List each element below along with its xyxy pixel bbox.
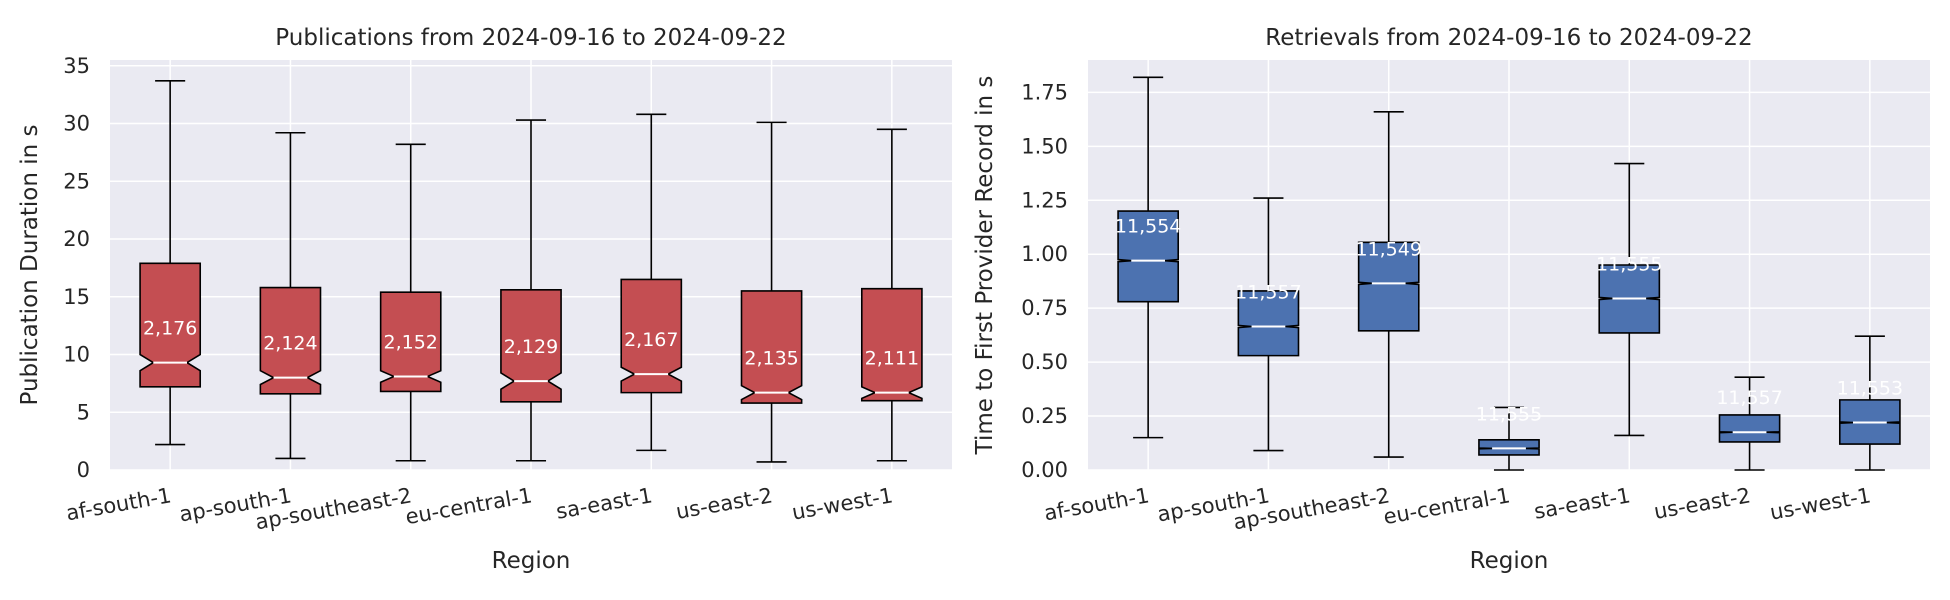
- y-tick-label: 10: [63, 343, 90, 367]
- panel-2: 0.00 0.25 0.50 0.75 1.00 1.25 1.50 1.75 11,554 11…: [972, 25, 1930, 574]
- y-tick-label: 5: [77, 400, 90, 424]
- box-ap-south-1: 2,124: [259, 131, 322, 460]
- y-tick-label: 0.75: [1021, 296, 1068, 320]
- box-body: [1117, 210, 1180, 303]
- box-us-east-2: 2,135: [740, 121, 803, 463]
- y-tick-label: 20: [63, 227, 90, 251]
- box-body: [1478, 438, 1540, 456]
- x-tick-label: us-west-1: [790, 483, 895, 524]
- x-tick-label: af-south-1: [64, 483, 173, 525]
- box-body: [1237, 290, 1300, 357]
- count-label: 11,549: [1355, 238, 1421, 260]
- count-label: 2,176: [143, 318, 197, 340]
- count-label: 11,554: [1115, 216, 1181, 238]
- box-body: [500, 289, 562, 403]
- box-us-west-1: 11,553: [1837, 335, 1903, 471]
- count-label: 11,555: [1596, 253, 1662, 275]
- count-label: 2,167: [624, 329, 678, 351]
- box-sa-east-1: 11,555: [1596, 162, 1663, 437]
- box-body: [379, 291, 442, 393]
- x-tick-label: us-west-1: [1768, 483, 1873, 524]
- count-label: 2,124: [263, 333, 317, 355]
- count-label: 11,555: [1476, 403, 1542, 425]
- count-label: 2,111: [865, 348, 919, 370]
- y-axis-label: Publication Duration in s: [17, 125, 43, 406]
- count-label: 2,152: [384, 331, 438, 353]
- box-sa-east-1: 2,167: [620, 113, 683, 452]
- y-tick-label: 1.00: [1021, 242, 1068, 266]
- box-body: [1357, 241, 1420, 332]
- y-tick-label: 1.75: [1021, 80, 1068, 104]
- box-body: [860, 287, 923, 402]
- box-eu-central-1: 11,555: [1476, 403, 1542, 471]
- box-body: [1718, 414, 1781, 443]
- x-tick-label: af-south-1: [1042, 483, 1151, 525]
- count-label: 11,557: [1716, 387, 1782, 409]
- box-body: [740, 290, 803, 404]
- box-body: [259, 286, 322, 395]
- x-tick-label: sa-east-1: [554, 483, 654, 524]
- x-tick-label: eu-central-1: [1382, 483, 1512, 529]
- box-af-south-1: 2,176: [139, 79, 202, 446]
- box-eu-central-1: 2,129: [500, 119, 562, 462]
- count-label: 2,129: [504, 336, 558, 358]
- box-ap-south-1: 11,557: [1235, 197, 1302, 452]
- y-tick-label: 25: [63, 169, 90, 193]
- chart-title: Publications from 2024-09-16 to 2024-09-…: [275, 25, 786, 51]
- x-tick-label: sa-east-1: [1532, 483, 1632, 524]
- count-label: 11,553: [1837, 378, 1903, 400]
- y-tick-label: 0: [77, 458, 90, 482]
- y-tick-label: 1.50: [1021, 134, 1068, 158]
- y-tick-label: 15: [63, 285, 90, 309]
- box-ap-southeast-2: 2,152: [379, 143, 442, 462]
- count-label: 11,557: [1235, 282, 1301, 304]
- y-tick-label: 1.25: [1021, 188, 1068, 212]
- box-body: [620, 278, 683, 394]
- y-tick-label: 0.00: [1021, 458, 1068, 482]
- chart-title: Retrievals from 2024-09-16 to 2024-09-22: [1265, 25, 1752, 51]
- x-tick-label: eu-central-1: [404, 483, 534, 529]
- box-af-south-1: 11,554: [1115, 76, 1181, 439]
- x-axis-label: Region: [492, 548, 571, 574]
- y-axis-label: Time to First Provider Record in s: [972, 76, 998, 456]
- box-us-west-1: 2,111: [860, 128, 923, 462]
- x-tick-label: us-east-2: [1652, 483, 1752, 524]
- y-tick-label: 35: [63, 54, 90, 78]
- count-label: 2,135: [744, 348, 798, 370]
- box-us-east-2: 11,557: [1716, 376, 1783, 471]
- box-ap-southeast-2: 11,549: [1355, 110, 1422, 458]
- y-tick-label: 30: [63, 112, 90, 136]
- box-body: [139, 262, 202, 388]
- y-tick-label: 0.50: [1021, 350, 1068, 374]
- y-tick-label: 0.25: [1021, 404, 1068, 428]
- x-tick-label: us-east-2: [674, 483, 774, 524]
- panel-1: 0 5 10 15 20 25 30 35 2,176 2,124 2,152 2,129 2,167 2…: [17, 25, 952, 574]
- x-axis-label: Region: [1470, 548, 1549, 574]
